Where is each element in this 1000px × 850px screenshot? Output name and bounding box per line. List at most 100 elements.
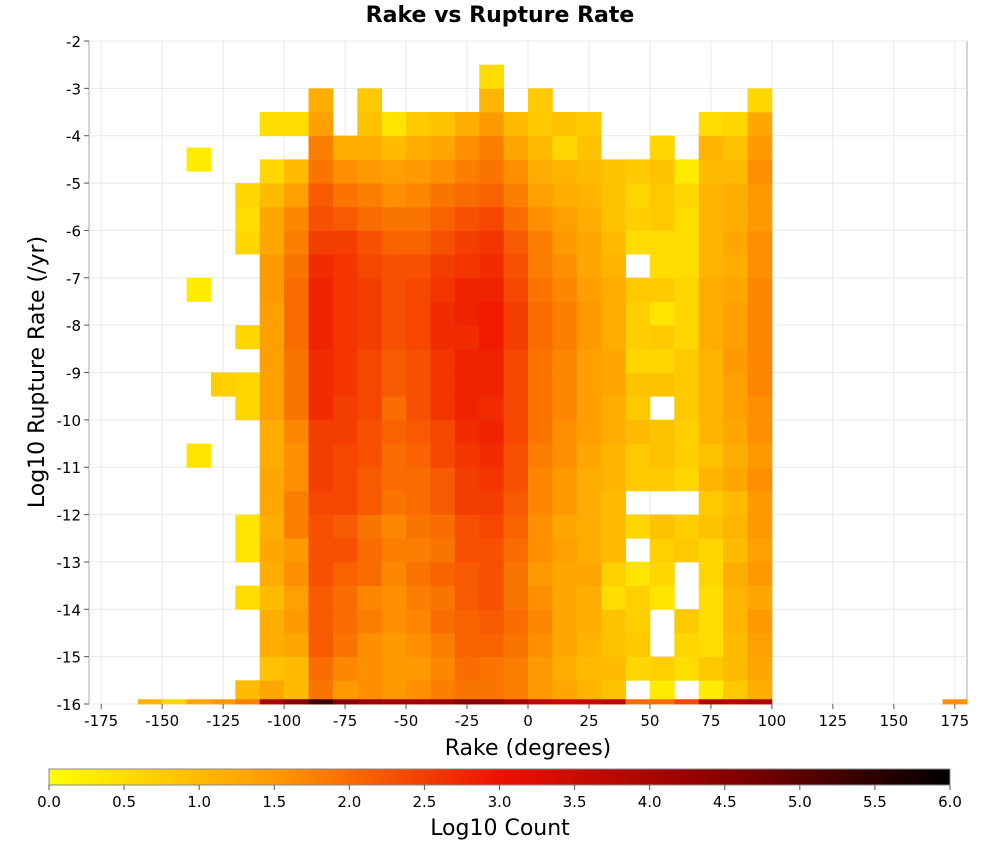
heatmap-cell: [430, 372, 456, 397]
x-tick-label: 25: [579, 712, 598, 730]
heatmap-cell: [259, 632, 285, 658]
colorbar-tick-label: 2.5: [412, 793, 436, 811]
heatmap-cell: [601, 490, 626, 515]
heatmap-cell: [479, 538, 505, 563]
x-axis-label: Rake (degrees): [445, 736, 612, 761]
heatmap-cell: [357, 88, 383, 113]
heatmap-cell: [674, 538, 700, 563]
heatmap-cell: [674, 230, 700, 255]
heatmap-cell: [479, 490, 505, 515]
heatmap-cell: [698, 396, 724, 421]
heatmap-cell: [723, 538, 748, 563]
heatmap-cell: [284, 699, 309, 705]
heatmap-cell: [601, 183, 626, 208]
heatmap-cell: [430, 656, 456, 681]
heatmap-cell: [210, 372, 236, 397]
heatmap-cell: [503, 699, 529, 705]
heatmap-cell: [284, 419, 309, 444]
heatmap-cell: [381, 538, 407, 563]
heatmap-cell: [479, 561, 505, 587]
heatmap-cell: [698, 443, 724, 468]
heatmap-cell: [747, 88, 773, 113]
heatmap-cell: [186, 277, 212, 302]
heatmap-cell: [698, 254, 724, 279]
heatmap-cell: [601, 348, 626, 373]
heatmap-cell: [698, 159, 724, 184]
heatmap-cell: [235, 183, 261, 208]
heatmap-cell: [528, 538, 553, 563]
heatmap-cell: [259, 159, 285, 184]
heatmap-cell: [625, 348, 651, 373]
heatmap-cell: [381, 325, 407, 350]
x-tick-label: -100: [267, 712, 301, 730]
heatmap-cell: [406, 348, 431, 373]
heatmap-cell: [479, 632, 505, 658]
heatmap-cell: [528, 490, 553, 515]
heatmap-cell: [528, 656, 553, 681]
heatmap-cell: [747, 490, 773, 515]
heatmap-cell: [698, 699, 724, 705]
heatmap-cell: [162, 699, 187, 705]
heatmap-cell: [674, 419, 700, 444]
heatmap-cell: [308, 585, 334, 610]
heatmap-cell: [747, 609, 773, 634]
heatmap-cell: [601, 277, 626, 302]
heatmap-cell: [528, 112, 553, 137]
heatmap-cell: [747, 396, 773, 421]
heatmap-cell: [528, 135, 553, 160]
heatmap-cell: [186, 443, 212, 468]
heatmap-cell: [308, 159, 334, 184]
heatmap-cell: [528, 396, 553, 421]
heatmap-cell: [381, 396, 407, 421]
heatmap-cell: [723, 230, 748, 255]
heatmap-cell: [723, 699, 748, 705]
heatmap-cell: [625, 514, 651, 539]
heatmap-cell: [747, 230, 773, 255]
heatmap-cell: [503, 277, 529, 302]
heatmap-cell: [332, 467, 358, 492]
heatmap-cell: [503, 135, 529, 160]
x-tick-label: -50: [394, 712, 419, 730]
heatmap-cell: [674, 656, 700, 681]
heatmap-cell: [747, 135, 773, 160]
heatmap-cell: [503, 609, 529, 634]
heatmap-cell: [625, 301, 651, 326]
heatmap-cell: [503, 585, 529, 610]
x-tick-label: -75: [333, 712, 358, 730]
heatmap-cell: [332, 561, 358, 587]
heatmap-cell: [357, 514, 383, 539]
heatmap-cell: [357, 372, 383, 397]
heatmap-cell: [357, 585, 383, 610]
heatmap-cell: [649, 254, 675, 279]
heatmap-cell: [259, 419, 285, 444]
x-tick-label: 75: [701, 712, 720, 730]
heatmap-cell: [308, 325, 334, 350]
heatmap-cell: [552, 135, 578, 160]
heatmap-cell: [528, 277, 553, 302]
heatmap-cell: [406, 585, 431, 610]
heatmap-cell: [308, 254, 334, 279]
heatmap-cell: [454, 325, 480, 350]
heatmap-cell: [674, 301, 700, 326]
heatmap-cell: [381, 419, 407, 444]
heatmap-cell: [503, 538, 529, 563]
heatmap-cell: [406, 467, 431, 492]
x-tick-label: 100: [758, 712, 787, 730]
heatmap-cell: [284, 585, 309, 610]
heatmap-cell: [649, 159, 675, 184]
heatmap-cell: [332, 254, 358, 279]
heatmap-cell: [552, 183, 578, 208]
colorbar-tick-label: 2.0: [337, 793, 361, 811]
heatmap-cell: [503, 514, 529, 539]
heatmap-cell: [479, 585, 505, 610]
colorbar-tick-label: 5.5: [863, 793, 887, 811]
heatmap-cell: [284, 632, 309, 658]
heatmap-cell: [430, 301, 456, 326]
heatmap-cell: [576, 159, 602, 184]
heatmap-cell: [698, 585, 724, 610]
heatmap-cell: [479, 467, 505, 492]
heatmap-cell: [308, 112, 334, 137]
heatmap-cell: [674, 254, 700, 279]
heatmap-cell: [625, 372, 651, 397]
heatmap-cell: [332, 396, 358, 421]
